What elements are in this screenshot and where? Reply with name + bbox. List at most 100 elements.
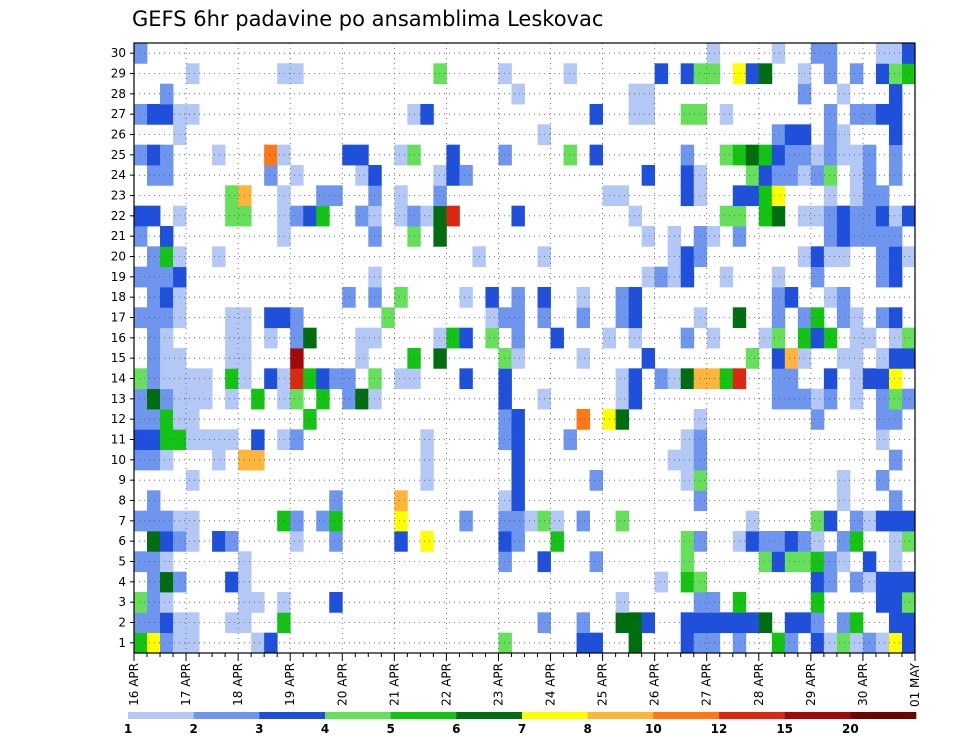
heatmap-cell: [186, 409, 200, 430]
heatmap-cell: [849, 510, 864, 532]
heatmap-cell: [628, 287, 643, 308]
dotted-grid: [134, 43, 915, 653]
heatmap-cell: [147, 592, 161, 613]
heatmap-cell: [550, 510, 564, 532]
heatmap-cell: [589, 104, 603, 125]
heatmap-cell: [693, 63, 708, 85]
y-tick-label: 2: [118, 616, 126, 630]
heatmap-cell: [745, 510, 760, 532]
x-tick-label: 20 APR: [335, 663, 349, 706]
heatmap-cell: [693, 246, 708, 268]
y-tick-label: 4: [118, 575, 126, 589]
x-tick-label: 18 APR: [231, 663, 245, 706]
heatmap-cell: [849, 205, 864, 227]
heatmap-cell: [446, 165, 460, 186]
heatmap-cell: [771, 185, 786, 207]
heatmap-cell: [680, 429, 695, 451]
heatmap-cell: [888, 348, 903, 369]
heatmap-cell: [277, 368, 291, 390]
heatmap-cell: [901, 63, 916, 85]
heatmap-cell: [771, 307, 786, 329]
heatmap-cell: [160, 83, 174, 105]
heatmap-cell: [264, 632, 278, 654]
heatmap-cell: [875, 368, 890, 390]
heatmap-cell: [849, 144, 864, 166]
heatmap-cell: [212, 246, 226, 268]
colorbar-label: 10: [645, 722, 662, 736]
heatmap-cell: [888, 124, 903, 146]
x-tick-label: 19 APR: [283, 663, 297, 706]
heatmap-cell: [134, 226, 148, 247]
heatmap-cell: [459, 165, 473, 186]
heatmap-cell: [836, 348, 851, 369]
heatmap-cell: [680, 632, 695, 654]
heatmap-cell: [706, 612, 721, 634]
heatmap-cell: [654, 266, 669, 288]
heatmap-cell: [836, 551, 851, 573]
heatmap-cell: [875, 185, 890, 207]
heatmap-cell: [446, 144, 460, 166]
heatmap-cell: [316, 185, 330, 207]
heatmap-cell: [680, 144, 695, 166]
heatmap-cell: [784, 124, 799, 146]
heatmap-cell: [706, 43, 721, 64]
heatmap-cell: [459, 368, 473, 390]
heatmap-cell: [901, 388, 916, 410]
heatmap-cell: [888, 43, 903, 64]
heatmap-cell: [251, 632, 265, 654]
heatmap-cell: [888, 551, 903, 573]
y-tick-label: 15: [111, 351, 126, 365]
heatmap-cell: [745, 63, 760, 85]
heatmap-cell: [186, 388, 200, 410]
heatmap-cell: [329, 531, 343, 552]
x-tick-label: 28 APR: [752, 663, 766, 706]
x-tick-label: 01 MAY: [908, 662, 922, 707]
heatmap-cell: [290, 368, 304, 390]
y-tick-label: 28: [111, 87, 126, 101]
heatmap-cell: [719, 612, 734, 634]
heatmap-cell: [186, 104, 200, 125]
heatmap-cell: [615, 388, 630, 410]
heatmap-cell: [758, 327, 773, 349]
heatmap-cell: [368, 327, 382, 349]
colorbar-label: 12: [711, 722, 728, 736]
heatmap-cell: [134, 144, 148, 166]
heatmap-cell: [745, 165, 760, 186]
x-tick-label: 30 APR: [856, 663, 870, 706]
x-tick-label: 24 APR: [544, 663, 558, 706]
heatmap-cell: [394, 368, 408, 390]
heatmap-cell: [576, 307, 590, 329]
heatmap-cell: [225, 612, 239, 634]
heatmap-cell: [498, 63, 512, 85]
heatmap-cell: [719, 205, 734, 227]
heatmap-cell: [888, 266, 903, 288]
heatmap-cell: [342, 287, 356, 308]
heatmap-cell: [160, 409, 174, 430]
heatmap-cell: [901, 571, 916, 593]
heatmap-cell: [420, 531, 434, 552]
heatmap-cell: [498, 368, 512, 390]
heatmap-cell: [849, 632, 864, 654]
heatmap-cell: [693, 429, 708, 451]
y-tick-label: 6: [118, 534, 126, 548]
heatmap-cell: [186, 632, 200, 654]
heatmap-cell: [212, 144, 226, 166]
heatmap-cell: [368, 388, 382, 410]
heatmap-cell: [589, 144, 603, 166]
heatmap-cell: [628, 388, 643, 410]
heatmap-cell: [823, 632, 838, 654]
heatmap-cell: [706, 592, 721, 613]
heatmap-cell: [758, 612, 773, 634]
heatmap-cell: [576, 612, 590, 634]
heatmap-cell: [511, 510, 525, 532]
heatmap-cell: [693, 307, 708, 329]
y-tick-label: 22: [111, 209, 126, 223]
heatmap-cell: [251, 449, 265, 471]
heatmap-cell: [615, 368, 630, 390]
heatmap-cell: [888, 531, 903, 552]
heatmap-cell: [147, 388, 161, 410]
heatmap-cell: [875, 470, 890, 491]
heatmap-cell: [849, 571, 864, 593]
heatmap-cell: [654, 368, 669, 390]
